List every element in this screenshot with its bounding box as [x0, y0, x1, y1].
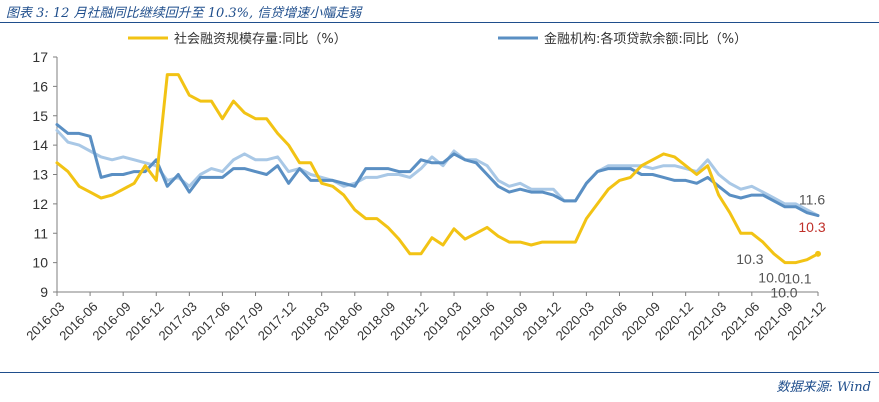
data-labels: 10.3 10.010.010.1 10.3 11.6 [736, 192, 826, 301]
y-tick-label: 15 [32, 108, 48, 124]
y-tick-label: 10 [32, 255, 48, 271]
chart-title: 图表 3: 12 月社融同比继续回升至 10.3%, 信贷增速小幅走弱 [6, 6, 362, 21]
line-chart: 社会融资规模存量:同比（%） 金融机构:各项贷款余额:同比（%） 9 10 11 12 1… [23, 31, 828, 343]
series-line-2 [55, 128, 820, 218]
bottom-rule [0, 372, 879, 373]
y-tick-label: 16 [32, 78, 48, 94]
data-label: 10.3 [798, 219, 825, 235]
axes: 910111213141516172016-032016-062016-0920… [23, 49, 828, 343]
series-line-0 [55, 73, 820, 265]
y-tick-label: 13 [32, 167, 48, 183]
data-label: 11.6 [799, 192, 825, 208]
series-lines [55, 73, 820, 265]
legend-label: 金融机构:各项贷款余额:同比（%） [544, 31, 747, 47]
y-tick-label: 12 [32, 196, 48, 212]
legend-label: 社会融资规模存量:同比（%） [174, 31, 347, 47]
data-label: 10.0 [758, 270, 785, 286]
y-tick-label: 14 [32, 137, 48, 153]
source-note: 数据来源: Wind [776, 380, 872, 395]
y-tick-label: 9 [40, 284, 48, 300]
series-line-1 [55, 123, 820, 218]
end-point-marker [815, 250, 821, 257]
y-tick-label: 11 [33, 225, 48, 241]
top-rule [0, 22, 879, 23]
legend: 社会融资规模存量:同比（%） 金融机构:各项贷款余额:同比（%） [128, 31, 747, 47]
data-label: 10.0 [770, 285, 797, 301]
data-label: 10.3 [736, 251, 763, 267]
data-label: 10.1 [784, 271, 811, 287]
y-tick-label: 17 [32, 49, 48, 65]
